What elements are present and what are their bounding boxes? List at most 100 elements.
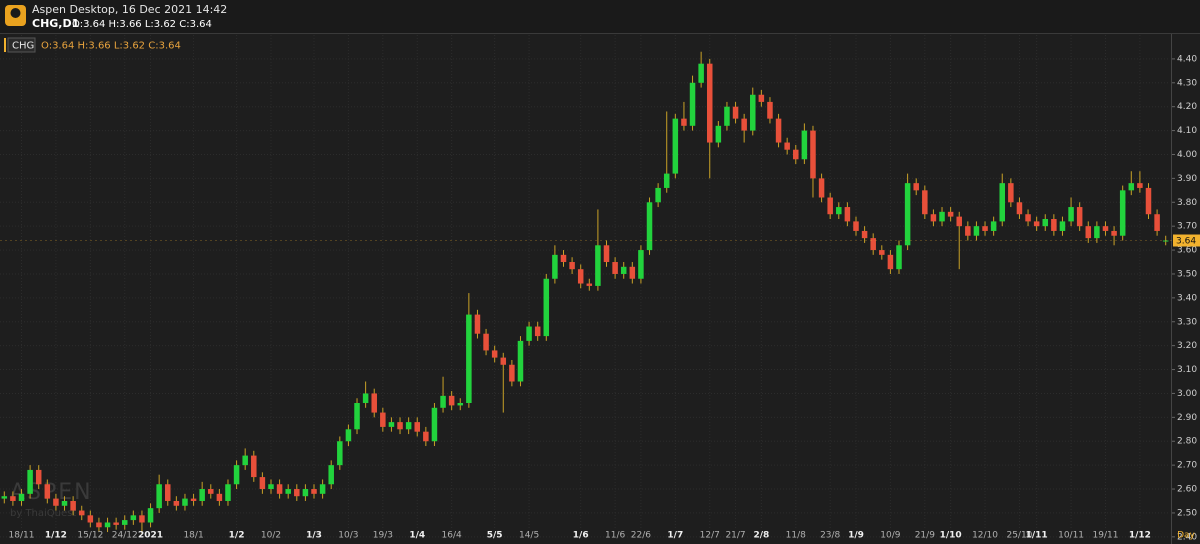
candle-body <box>509 364 515 382</box>
candle-body <box>1137 183 1143 188</box>
candle-body <box>810 130 816 179</box>
candle-body <box>491 350 498 358</box>
candle-body <box>345 429 352 442</box>
candle-body <box>620 266 627 274</box>
candle-body <box>827 197 833 215</box>
header-bar <box>0 0 1200 33</box>
x-tick-label: 1/11 <box>1026 531 1048 541</box>
last-price-box <box>1173 234 1200 247</box>
candle-body <box>268 484 274 490</box>
candle-body <box>397 422 403 430</box>
candle-body <box>147 508 154 523</box>
candle-body <box>10 496 16 501</box>
candle-body <box>1085 226 1092 239</box>
x-tick-label: 19/11 <box>1093 531 1119 541</box>
x-tick-label: 23/8 <box>820 531 840 541</box>
candle-body <box>388 422 395 427</box>
candle-body <box>543 278 550 337</box>
candle-body <box>517 340 524 382</box>
x-tick-label: 1/12 <box>45 531 67 541</box>
x-tick-label: 5/5 <box>487 531 503 541</box>
candle-body <box>354 403 360 430</box>
watermark-sub: by ThaiQuest <box>10 508 76 519</box>
candle-body <box>534 326 541 337</box>
candle-body <box>44 484 51 499</box>
plot <box>1 51 1169 535</box>
candle-body <box>595 245 601 286</box>
x-tick-label: 1/6 <box>573 531 589 541</box>
candle-body <box>1 496 8 499</box>
candle-body <box>139 515 145 523</box>
header-ohlc: O:3.64 H:3.66 L:3.62 C:3.64 <box>72 19 212 30</box>
candle-body <box>173 500 180 506</box>
y-tick-label: 3.50 <box>1177 269 1197 279</box>
candle-body <box>78 510 85 516</box>
x-tick-label: 1/4 <box>409 531 425 541</box>
candle-body <box>1102 226 1109 231</box>
candle-body <box>784 142 790 150</box>
x-tick-label: 16/4 <box>442 531 462 541</box>
candle-body <box>1008 183 1014 203</box>
candle-body <box>259 477 266 490</box>
candle-body <box>165 484 171 501</box>
candle-body <box>982 226 988 231</box>
header-title: Aspen Desktop, 16 Dec 2021 14:42 <box>32 3 227 16</box>
y-tick-label: 2.70 <box>1177 461 1197 471</box>
candle-body <box>27 469 33 494</box>
candle-body <box>836 207 842 215</box>
candle-body <box>939 211 945 222</box>
candle-body <box>715 125 722 143</box>
candle-body <box>199 489 205 501</box>
candle-body <box>552 254 558 279</box>
y-tick-label: 2.50 <box>1177 508 1197 518</box>
candle-body <box>775 118 782 143</box>
candle-body <box>767 101 773 119</box>
candle-body <box>741 118 747 131</box>
candle-body <box>431 407 438 442</box>
candle-body <box>319 484 326 494</box>
candle-body <box>1016 202 1023 215</box>
y-tick-label: 2.90 <box>1177 413 1197 423</box>
y-tick-label: 3.90 <box>1177 174 1197 184</box>
candle-body <box>818 178 825 198</box>
x-tick-label: 21/9 <box>915 531 935 541</box>
candle-body <box>586 283 593 286</box>
candle-body <box>423 431 429 442</box>
candle-body <box>104 522 111 528</box>
candle-body <box>483 333 489 351</box>
legend-box <box>7 37 36 53</box>
y-tick-label: 3.40 <box>1177 293 1197 303</box>
candle-body <box>1119 190 1126 236</box>
candle-body <box>1068 207 1074 222</box>
candle-body <box>35 469 42 485</box>
candle-body <box>646 202 653 251</box>
candle-body <box>1154 214 1160 231</box>
x-tick-label: 15/12 <box>77 531 103 541</box>
candle-body <box>294 489 300 497</box>
candle-body <box>53 498 59 506</box>
candle-body <box>922 190 928 215</box>
x-tick-label: 22/6 <box>631 531 651 541</box>
candle-body <box>526 326 532 341</box>
candle-body <box>1162 240 1169 242</box>
x-tick-label: 10/2 <box>261 531 281 541</box>
candle-body <box>655 187 661 203</box>
y-tick-label: 3.20 <box>1177 341 1197 351</box>
candle-body <box>302 489 309 497</box>
candle-body <box>663 173 670 188</box>
candle-body <box>113 522 119 525</box>
candle-body <box>990 221 997 231</box>
candle-body <box>87 515 94 523</box>
candle-body <box>603 245 610 263</box>
y-tick-label: 4.40 <box>1177 54 1197 64</box>
candle-body <box>1145 187 1152 215</box>
candle-body <box>706 63 713 143</box>
candle-body <box>956 216 962 227</box>
candle-body <box>758 94 765 102</box>
candle-body <box>1033 221 1040 227</box>
candle-body <box>1059 221 1066 231</box>
x-tick-label: 10/11 <box>1058 531 1084 541</box>
candle-body <box>208 489 214 494</box>
candle-body <box>732 106 739 119</box>
candle-body <box>689 82 696 126</box>
